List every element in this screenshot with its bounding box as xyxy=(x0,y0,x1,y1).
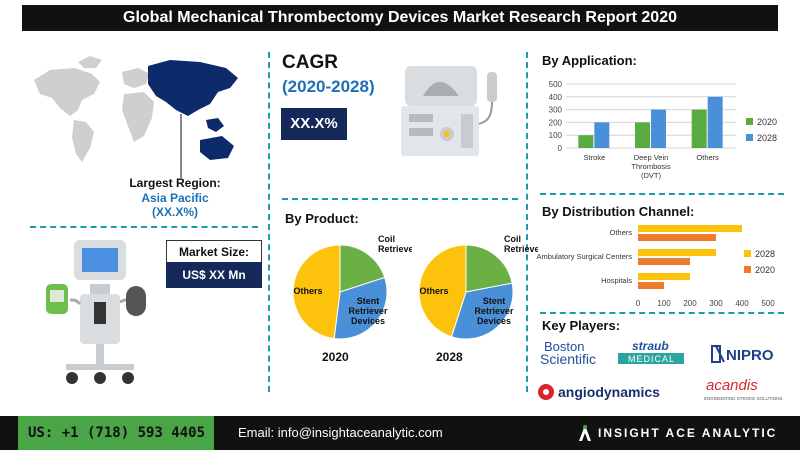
nipro-logo: NIPRO xyxy=(711,345,774,364)
dist-xtick-1: 100 xyxy=(657,299,671,308)
region-share: (XX.X%) xyxy=(151,205,198,219)
angiodynamics-logo-text: angiodynamics xyxy=(558,384,660,400)
dist-xtick-3: 300 xyxy=(709,299,723,308)
boston-scientific-logo: Boston Scientific xyxy=(540,339,596,367)
pie-1-slice-1 xyxy=(450,282,514,340)
app-xlabel-0: Stroke xyxy=(583,153,605,162)
by-distribution-title: By Distribution Channel: xyxy=(542,204,695,219)
largest-region-label: Largest Region: xyxy=(129,176,221,190)
pie-1-label-1: Stent Retriever Devices xyxy=(474,296,514,326)
app-legend-swatch-2020 xyxy=(746,118,753,125)
dist-bar-2020-2 xyxy=(638,282,664,289)
dist-legend-swatch-2020 xyxy=(744,266,751,273)
app-xlabel-2: Others xyxy=(696,153,719,162)
divider-right-h1 xyxy=(540,193,784,195)
page-title: Global Mechanical Thrombectomy Devices M… xyxy=(22,5,778,31)
by-product-title: By Product: xyxy=(285,211,359,226)
dist-xtick-2: 200 xyxy=(683,299,697,308)
app-bar-2020-2 xyxy=(691,109,707,148)
cagr-value: XX.X% xyxy=(281,108,347,140)
largest-region-value: Asia Pacific (XX.X%) xyxy=(110,191,240,219)
app-ytick-2: 200 xyxy=(549,118,563,127)
market-size-value: US$ XX Mn xyxy=(166,262,262,288)
app-legend-swatch-2028 xyxy=(746,134,753,141)
nipro-logo-text: NIPRO xyxy=(726,347,774,364)
world-map xyxy=(34,56,238,178)
pie-1-slice-2 xyxy=(418,244,467,338)
dist-ylabel-1: Ambulatory Surgical Centers xyxy=(537,252,633,261)
straub-logo-bottom: MEDICAL xyxy=(628,354,675,364)
dist-bar-2020-0 xyxy=(638,234,716,241)
footer-phone: US: +1 (718) 593 4405 xyxy=(18,416,214,450)
boston-logo-top: Boston xyxy=(544,339,584,354)
key-players-title: Key Players: xyxy=(542,318,621,333)
acandis-logo: acandis ENGINEERING STROKE SOLUTIONS xyxy=(704,377,783,401)
straub-medical-logo: straub MEDICAL xyxy=(618,339,684,364)
dist-bar-2028-0 xyxy=(638,225,742,232)
cagr-period: (2020-2028) xyxy=(282,77,375,96)
app-ytick-1: 100 xyxy=(549,131,563,140)
app-legend-label-2028: 2028 xyxy=(757,133,777,143)
dist-bar-2028-2 xyxy=(638,273,690,280)
dist-legend-swatch-2028 xyxy=(744,250,751,257)
pie-year-2028: 2028 xyxy=(436,350,463,364)
pie-0-label-1: Stent Retriever Devices xyxy=(348,296,388,326)
app-bar-2020-1 xyxy=(635,122,650,148)
footer-brand: INSIGHT ACE ANALYTIC xyxy=(598,426,778,440)
pie-year-2020: 2020 xyxy=(322,350,349,364)
key-players-logos: Boston Scientific straub MEDICAL NIPRO a… xyxy=(538,339,783,401)
dist-xtick-5: 500 xyxy=(761,299,775,308)
pie-0-label-0: CoilRetriever... xyxy=(378,234,412,254)
straub-logo-band xyxy=(618,353,684,364)
pie-1-label-2: Others xyxy=(419,286,448,296)
by-application-title: By Application: xyxy=(542,53,637,68)
divider-left-h xyxy=(30,226,258,228)
ultrasound-machine-illustration xyxy=(401,66,497,156)
app-legend-label-2020: 2020 xyxy=(757,117,777,127)
pie-0-slice-0 xyxy=(339,244,386,293)
straub-logo-top: straub xyxy=(632,339,669,353)
divider-mid-h xyxy=(282,198,518,200)
dist-xtick-4: 400 xyxy=(735,299,749,308)
pie-0-slice-1 xyxy=(333,276,388,340)
app-ytick-3: 300 xyxy=(549,106,563,115)
app-bar-2020-0 xyxy=(578,135,594,148)
dist-bar-2020-1 xyxy=(638,258,690,265)
pie-0-label-2: Others xyxy=(293,286,322,296)
boston-logo-bottom: Scientific xyxy=(540,351,596,367)
app-ytick-5: 500 xyxy=(549,80,563,89)
dist-legend-label-2028: 2028 xyxy=(755,249,775,259)
dist-ylabel-2: Hospitals xyxy=(601,276,632,285)
pie-1-slice-0 xyxy=(465,244,513,293)
market-size-label: Market Size: xyxy=(166,240,262,264)
angiodynamics-logo: angiodynamics xyxy=(538,384,660,400)
thrombectomy-device-illustration xyxy=(46,240,146,384)
footer-email: Email: info@insightaceanalytic.com xyxy=(238,425,443,440)
app-bar-2028-1 xyxy=(651,109,666,148)
app-bar-2028-2 xyxy=(707,96,723,148)
app-ytick-4: 400 xyxy=(549,93,563,102)
app-bar-2028-0 xyxy=(594,122,610,148)
dist-ylabel-0: Others xyxy=(609,228,632,237)
pie-0-slice-2 xyxy=(292,244,341,340)
acandis-logo-text: acandis xyxy=(706,377,758,394)
region-name: Asia Pacific xyxy=(141,191,209,205)
pie-1-label-0: CoilRetriever... xyxy=(504,234,538,254)
application-bar-chart: 0 100 200 300 400 500 Stroke Deep Vein Thrombosi… xyxy=(549,80,777,180)
app-xlabel-1: Deep Vein Thrombosis (DVT) xyxy=(631,153,670,180)
divider-right-h2 xyxy=(540,312,784,314)
dist-bar-2028-1 xyxy=(638,249,716,256)
cagr-title: CAGR xyxy=(282,52,338,73)
divider-left xyxy=(268,52,270,392)
footer: US: +1 (718) 593 4405 Email: info@insigh… xyxy=(0,416,800,450)
divider-right xyxy=(526,52,528,392)
app-ytick-0: 0 xyxy=(558,144,563,153)
insight-ace-logo-icon xyxy=(579,425,591,441)
distribution-bar-chart: Others Ambulatory Surgical Centers Hospita… xyxy=(537,225,775,308)
acandis-logo-sub: ENGINEERING STROKE SOLUTIONS xyxy=(704,396,783,401)
dist-xtick-0: 0 xyxy=(636,299,641,308)
dist-legend-label-2020: 2020 xyxy=(755,265,775,275)
